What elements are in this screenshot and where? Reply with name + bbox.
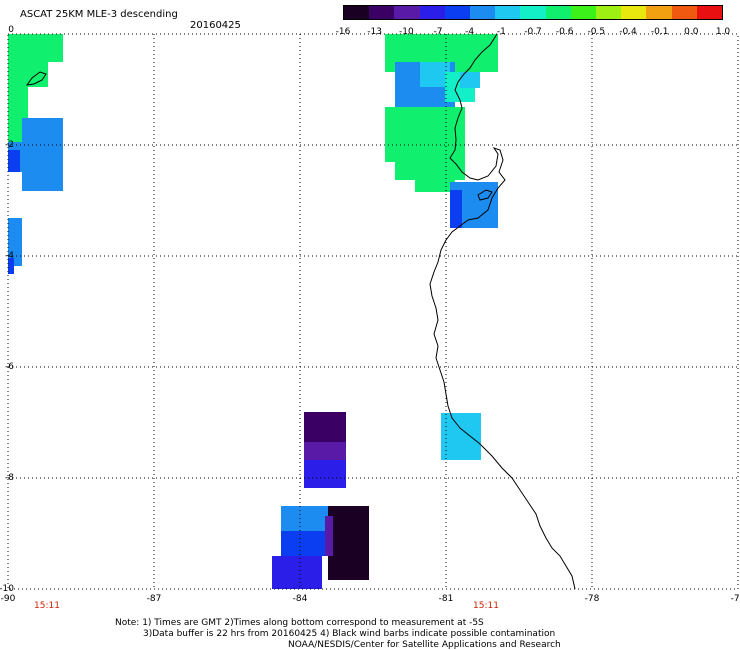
x-tick-label: -87	[146, 594, 162, 604]
note-line-3: NOAA/NESDIS/Center for Satellite Applica…	[288, 640, 561, 650]
data-cell	[325, 516, 333, 556]
colorbar-segment	[696, 6, 723, 19]
grid-lines	[8, 34, 738, 589]
data-cell	[272, 556, 322, 589]
colorbar-segment	[344, 6, 370, 19]
colorbar-segment	[570, 6, 597, 19]
time-label-right: 15:11	[473, 601, 499, 611]
data-cell	[304, 412, 346, 442]
chart-title: ASCAT 25KM MLE-3 descending	[20, 9, 178, 20]
data-cell	[304, 460, 346, 488]
y-tick-label: -6	[5, 362, 14, 372]
time-label-left: 15:11	[34, 601, 60, 611]
colorbar-label: 1.0	[715, 27, 731, 37]
coastline-segment	[429, 33, 576, 590]
y-tick-label: -4	[5, 251, 14, 261]
data-cell	[281, 506, 331, 531]
coastline	[25, 33, 576, 590]
colorbar-segment	[495, 6, 521, 19]
data-cell	[415, 172, 455, 192]
data-cell	[460, 72, 480, 88]
colorbar-segment	[419, 6, 445, 19]
colorbar-label: -0.6	[555, 27, 574, 37]
colorbar-label: -10	[398, 27, 414, 37]
chart-date: 20160425	[190, 20, 241, 31]
colorbar-label: -0.7	[524, 27, 542, 37]
data-cell	[304, 442, 346, 460]
colorbar-segment	[596, 6, 622, 19]
data-cell	[328, 506, 369, 534]
note-line-2: 3)Data buffer is 22 hrs from 20160425 4)…	[143, 629, 556, 639]
y-tick-label: -2	[5, 140, 14, 150]
y-tick-label: 0	[8, 25, 14, 35]
data-cell	[328, 534, 369, 554]
colorbar-label: -7	[433, 27, 443, 37]
x-tick-label: -75	[730, 594, 740, 604]
colorbar-segment	[444, 6, 471, 19]
colorbar-label: -1	[496, 27, 506, 37]
data-cell	[22, 118, 63, 191]
data-cell	[328, 554, 369, 580]
colorbar-label: 0.0	[684, 27, 699, 37]
data-cell	[281, 531, 331, 556]
colorbar-segment	[369, 6, 395, 19]
colorbar-segment	[470, 6, 496, 19]
colorbar-label: -4	[465, 27, 475, 37]
data-cell	[8, 150, 20, 172]
colorbar-label: -0.1	[650, 27, 669, 37]
colorbar-segment	[394, 6, 420, 19]
note-line-1: Note: 1) Times are GMT 2)Times along bot…	[115, 618, 484, 628]
colorbar-segment	[671, 6, 697, 19]
colorbar-label: -16	[335, 27, 351, 37]
colorbar-segment	[646, 6, 672, 19]
data-cells	[8, 34, 498, 589]
data-cell	[8, 34, 63, 62]
data-cell	[8, 258, 14, 274]
x-tick-label: -90	[0, 594, 16, 604]
y-tick-label: -10	[0, 584, 14, 594]
data-cell	[450, 190, 462, 228]
coastline-segment	[25, 71, 47, 86]
data-cell	[441, 413, 481, 460]
colorbar-label: -0.4	[619, 27, 637, 37]
colorbar-segment	[621, 6, 647, 19]
coastline-segment	[477, 189, 493, 201]
x-tick-label: -78	[584, 594, 600, 604]
x-tick-label: -84	[292, 594, 308, 604]
map-frame	[7, 33, 739, 590]
colorbar-segment	[520, 6, 546, 19]
colorbar-label: -0.5	[587, 27, 606, 37]
colorbar-label: -13	[367, 27, 383, 37]
data-cell	[8, 218, 22, 266]
colorbar-segment	[545, 6, 571, 19]
y-tick-label: -8	[5, 473, 14, 483]
colorbar	[343, 5, 723, 20]
x-tick-label: -81	[438, 594, 454, 604]
